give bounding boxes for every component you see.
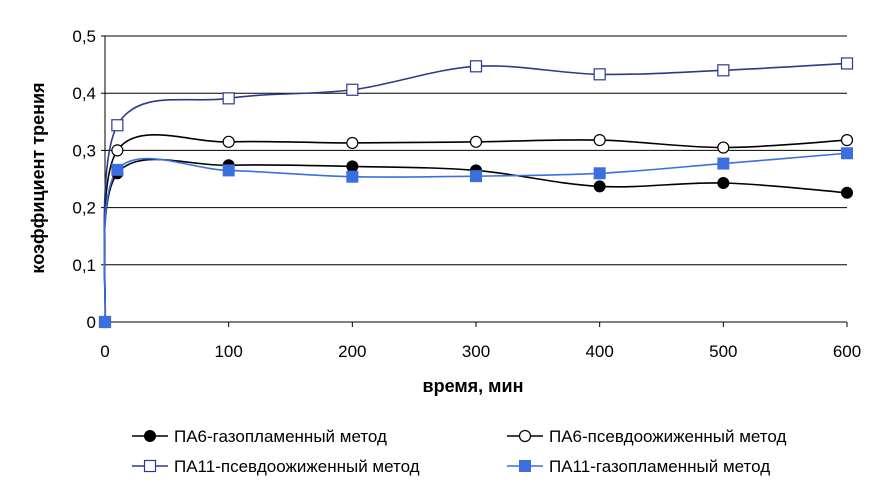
legend-label: ПА11-псевдоожиженный метод xyxy=(174,457,420,476)
legend-swatch-marker xyxy=(519,460,531,472)
legend-swatch-marker xyxy=(143,459,157,473)
data-point xyxy=(222,135,235,148)
legend: ПА6-газопламенный метод ПА6-псевдоожиженн… xyxy=(132,427,786,476)
series-markers xyxy=(98,57,854,329)
x-tick-label: 500 xyxy=(709,342,737,361)
y-axis-title: коэффициент трения xyxy=(28,82,48,273)
data-point xyxy=(840,134,854,147)
series-line xyxy=(103,158,848,323)
x-axis-title: время, мин xyxy=(423,376,524,396)
legend-item: ПА11-газопламенный метод xyxy=(507,457,770,476)
data-point xyxy=(346,83,359,96)
data-point xyxy=(99,316,111,328)
y-tick-label: 0,2 xyxy=(72,199,96,218)
data-point xyxy=(222,164,235,177)
data-point xyxy=(717,177,730,190)
data-point xyxy=(470,170,482,183)
data-point xyxy=(717,141,730,154)
data-point xyxy=(593,134,606,147)
legend-item: ПА6-газопламенный метод xyxy=(132,427,387,446)
data-point xyxy=(111,144,124,157)
series-lines xyxy=(103,62,848,323)
data-point xyxy=(469,135,483,148)
data-point xyxy=(717,64,730,77)
data-point xyxy=(111,163,124,176)
data-point xyxy=(346,160,359,173)
data-point xyxy=(593,180,606,193)
legend-label: ПА6-газопламенный метод xyxy=(174,427,387,446)
data-point xyxy=(593,167,606,180)
data-point xyxy=(346,170,359,183)
data-point xyxy=(346,136,359,150)
data-point xyxy=(841,147,853,160)
legend-swatch-marker xyxy=(144,430,156,442)
data-point xyxy=(222,92,235,105)
y-tick-label: 0,5 xyxy=(72,27,96,46)
x-tick-label: 100 xyxy=(214,342,242,361)
data-point xyxy=(111,119,124,132)
data-point xyxy=(593,68,606,81)
legend-label: ПА11-газопламенный метод xyxy=(549,457,770,476)
y-tick-label: 0,4 xyxy=(72,84,96,103)
tick-labels: 0 0,1 0,2 0,3 0,4 0,5 0 100 200 300 400 500 600 xyxy=(72,27,861,361)
y-tick-label: 0,3 xyxy=(72,141,96,160)
data-point xyxy=(840,57,854,70)
legend-swatch-marker xyxy=(518,429,532,443)
x-tick-label: 0 xyxy=(100,342,109,361)
legend-item: ПА6-псевдоожиженный метод xyxy=(507,427,786,446)
data-point xyxy=(717,157,730,170)
y-tick-label: 0 xyxy=(87,313,96,332)
legend-item: ПА11-псевдоожиженный метод xyxy=(132,457,420,476)
x-tick-label: 400 xyxy=(585,342,613,361)
x-tick-label: 200 xyxy=(338,342,366,361)
series-line xyxy=(103,62,848,323)
legend-label: ПА6-псевдоожиженный метод xyxy=(549,427,786,446)
y-tick-label: 0,1 xyxy=(72,256,96,275)
x-tick-label: 300 xyxy=(462,342,490,361)
data-point xyxy=(841,186,853,199)
data-point xyxy=(469,60,483,73)
x-tick-label: 600 xyxy=(833,342,861,361)
